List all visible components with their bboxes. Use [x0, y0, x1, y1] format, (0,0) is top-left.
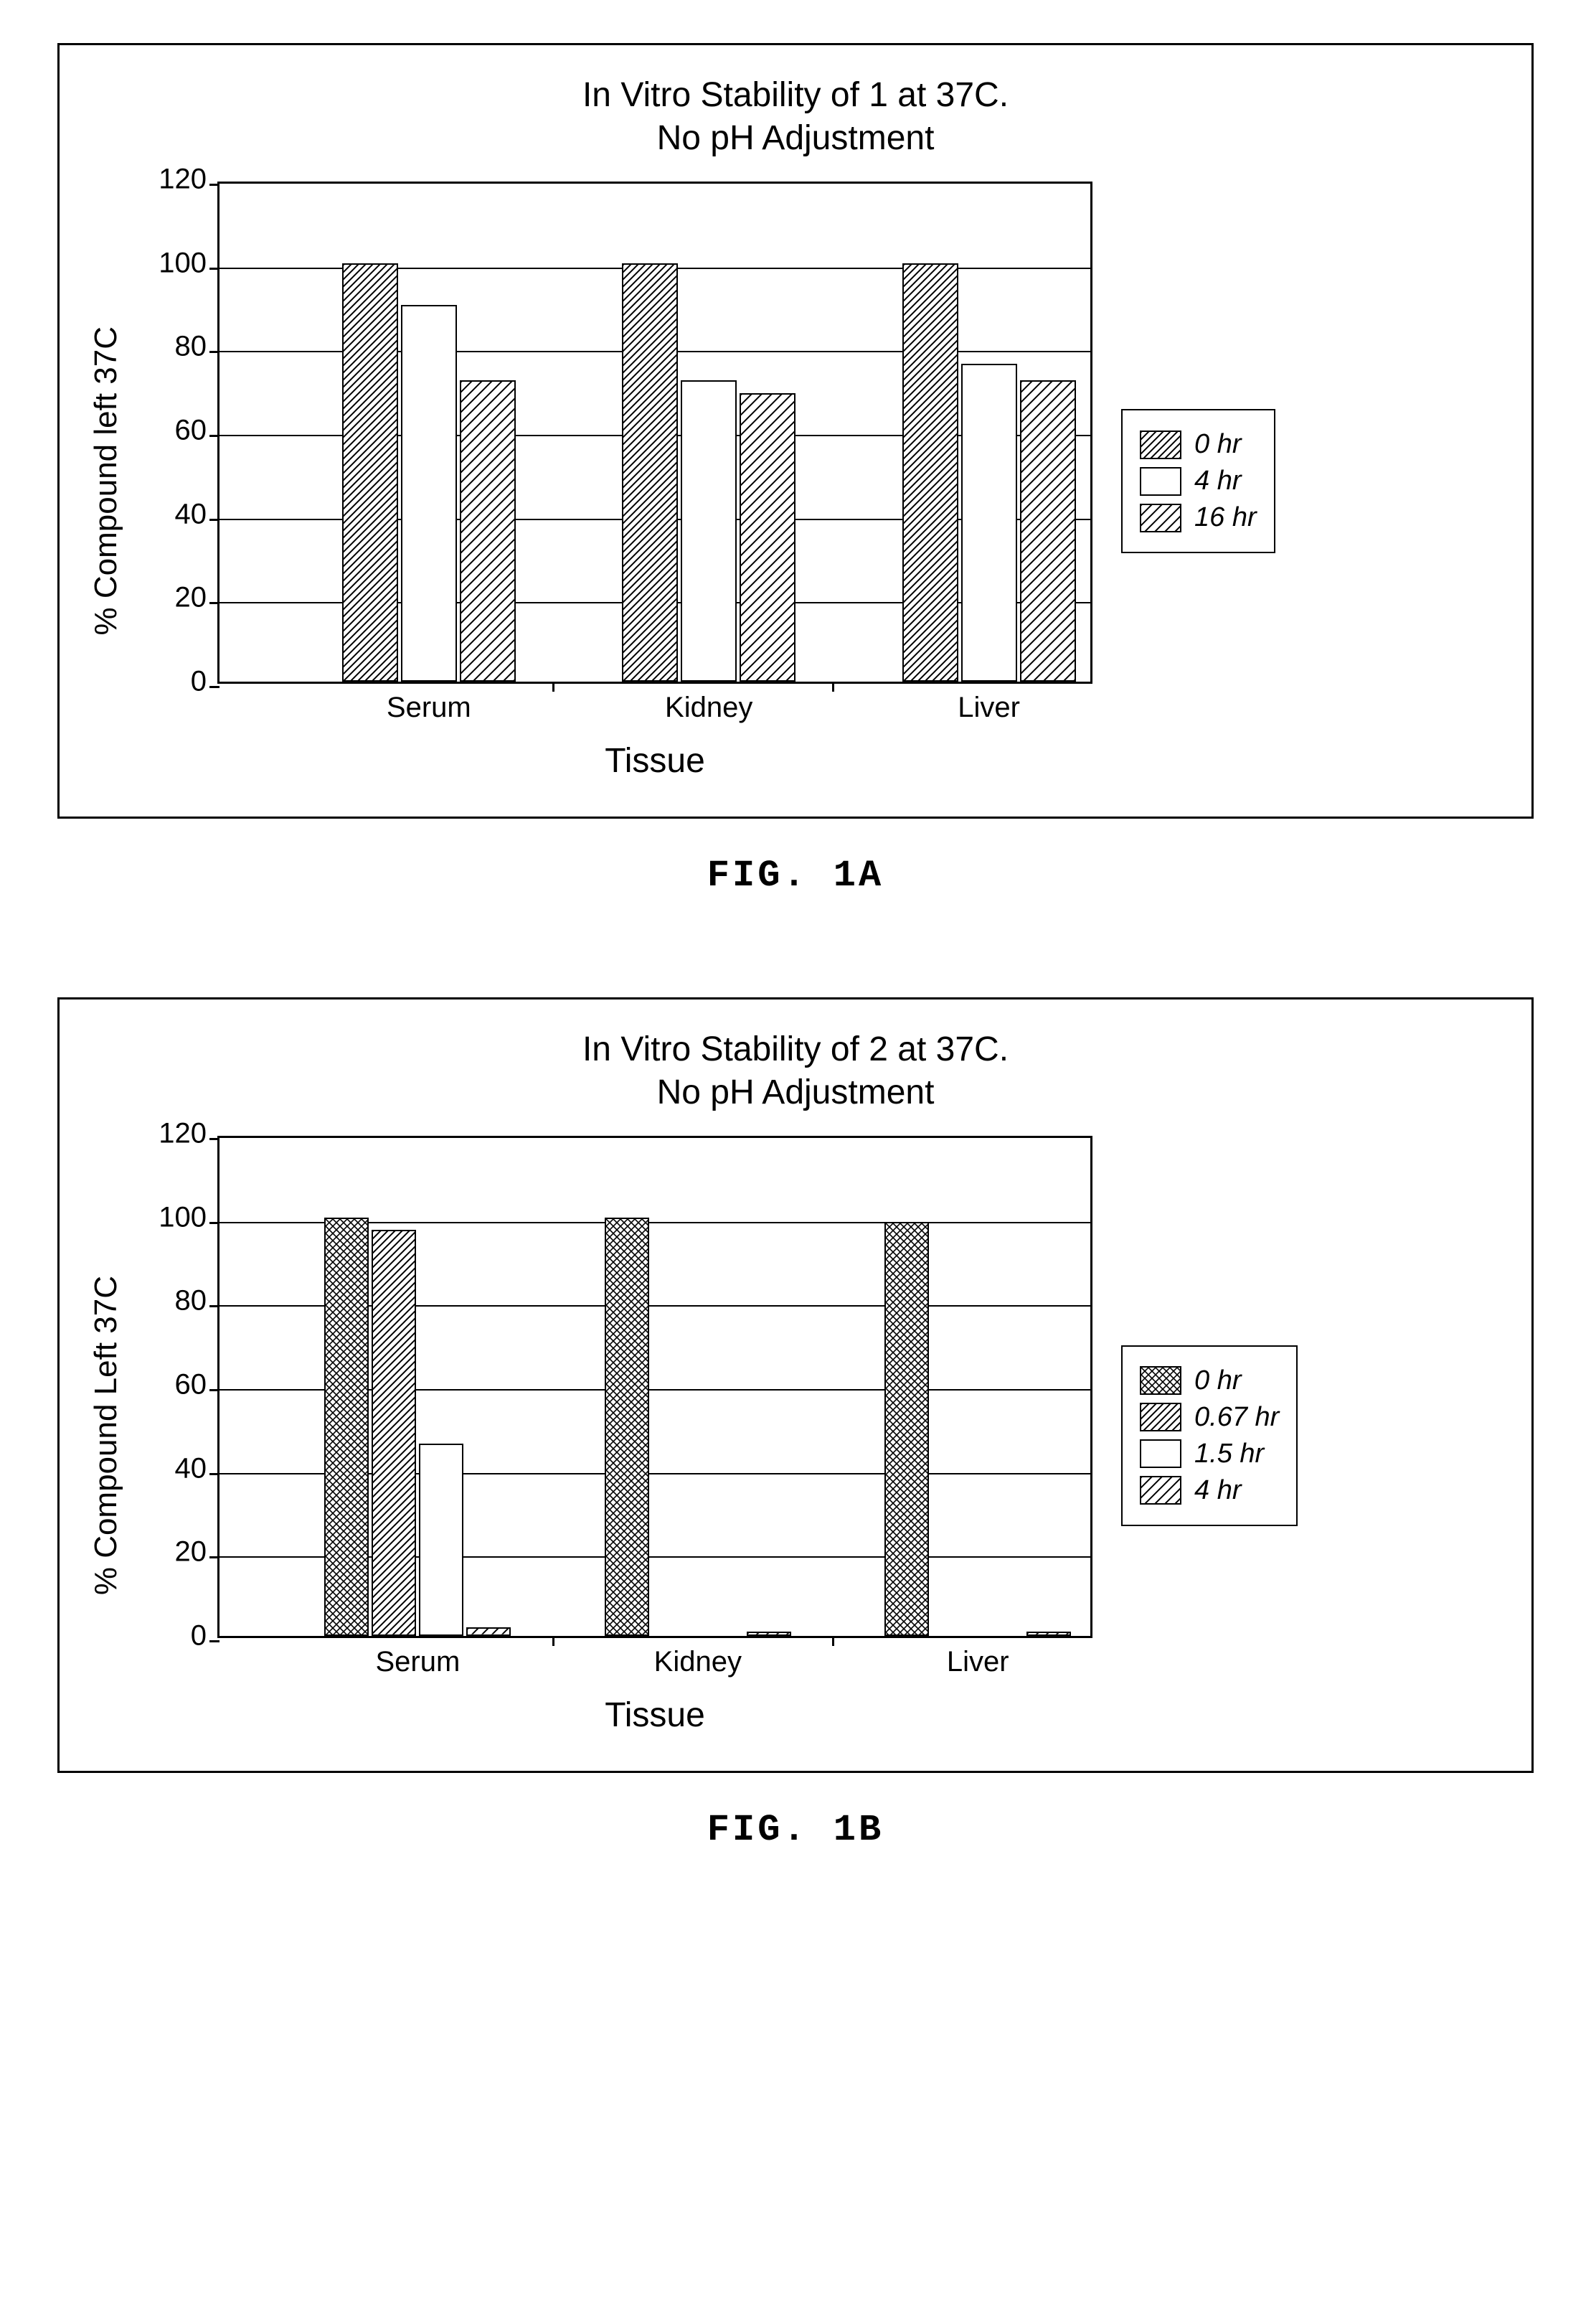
figure-1a: In Vitro Stability of 1 at 37C. No pH Ad…	[57, 43, 1534, 897]
bar-group	[342, 263, 516, 682]
ytick-label: 20	[175, 1536, 220, 1568]
bar	[372, 1230, 416, 1636]
title-line-2: No pH Adjustment	[657, 119, 935, 157]
ytick-label: 60	[175, 1369, 220, 1401]
legend-swatch	[1140, 467, 1181, 496]
bar	[961, 364, 1017, 682]
legend-swatch	[1140, 1366, 1181, 1395]
xtick-label: Serum	[375, 1636, 460, 1678]
ytick-label: 80	[175, 331, 220, 363]
bar	[342, 263, 398, 682]
bar	[1020, 380, 1076, 682]
bar-group	[324, 1218, 511, 1636]
title-line-1: In Vitro Stability of 1 at 37C.	[582, 76, 1009, 114]
ytick-label: 0	[191, 1620, 219, 1652]
ytick-label: 20	[175, 582, 220, 614]
legend-item: 4 hr	[1140, 466, 1257, 497]
bar	[740, 393, 796, 682]
bar	[681, 380, 737, 682]
legend-swatch	[1140, 1403, 1181, 1431]
figure-1a-title: In Vitro Stability of 1 at 37C. No pH Ad…	[88, 74, 1503, 160]
legend-item: 4 hr	[1140, 1475, 1279, 1506]
bar-group	[902, 263, 1076, 682]
ytick-label: 40	[175, 498, 220, 530]
ytick-label: 40	[175, 1452, 220, 1485]
bar	[466, 1627, 511, 1636]
xtick-mark	[552, 682, 554, 692]
figure-1b-legend: 0 hr 0.67 hr 1.5 hr 4 hr	[1121, 1345, 1298, 1526]
bar	[605, 1218, 649, 1636]
bar	[460, 380, 516, 682]
ytick-label: 60	[175, 415, 220, 447]
xtick-label: Kidney	[665, 682, 752, 724]
legend-item: 16 hr	[1140, 502, 1257, 533]
bars-layer	[219, 184, 1090, 682]
legend-label: 4 hr	[1194, 466, 1241, 497]
figure-1a-caption: FIG. 1A	[57, 855, 1534, 897]
figure-1a-legend: 0 hr 4 hr 16 hr	[1121, 409, 1275, 553]
figure-1a-panel: In Vitro Stability of 1 at 37C. No pH Ad…	[57, 43, 1534, 819]
figure-1a-chart-row: % Compound left 37C 020406080100120Serum…	[88, 182, 1503, 781]
legend-label: 0 hr	[1194, 1365, 1241, 1396]
legend-label: 4 hr	[1194, 1475, 1241, 1506]
figure-1b-title: In Vitro Stability of 2 at 37C. No pH Ad…	[88, 1028, 1503, 1114]
bar	[401, 305, 457, 682]
bar	[419, 1444, 463, 1636]
bar	[1026, 1632, 1071, 1636]
xtick-label: Liver	[947, 1636, 1009, 1678]
ytick-label: 0	[191, 666, 219, 698]
legend-item: 0 hr	[1140, 429, 1257, 460]
figure-1b-xlabel: Tissue	[217, 1695, 1092, 1735]
figure-1b-chart-row: % Compound Left 37C 020406080100120Serum…	[88, 1136, 1503, 1735]
figure-1b-ylabel: % Compound Left 37C	[88, 1276, 124, 1595]
figure-1a-plot-area: 020406080100120SerumKidneyLiver	[217, 182, 1092, 684]
legend-label: 0 hr	[1194, 429, 1241, 460]
legend-item: 0.67 hr	[1140, 1402, 1279, 1433]
bars-layer	[219, 1138, 1090, 1636]
xtick-label: Kidney	[654, 1636, 742, 1678]
ytick-label: 120	[159, 164, 219, 196]
legend-swatch	[1140, 1439, 1181, 1468]
figure-1b-caption: FIG. 1B	[57, 1809, 1534, 1851]
bar-group	[622, 263, 796, 682]
xtick-label: Liver	[958, 682, 1020, 724]
legend-label: 1.5 hr	[1194, 1439, 1264, 1469]
bar-group	[884, 1222, 1071, 1637]
bar-group	[605, 1218, 791, 1636]
figure-1a-plot-col: 020406080100120SerumKidneyLiver Tissue	[217, 182, 1092, 781]
ytick-label: 120	[159, 1118, 219, 1150]
ytick-label: 80	[175, 1285, 220, 1317]
legend-swatch	[1140, 504, 1181, 532]
bar	[324, 1218, 369, 1636]
figure-1b-plot-col: 020406080100120SerumKidneyLiver Tissue	[217, 1136, 1092, 1735]
xtick-mark	[832, 682, 834, 692]
xtick-mark	[552, 1636, 554, 1646]
xtick-label: Serum	[387, 682, 471, 724]
title-line-1: In Vitro Stability of 2 at 37C.	[582, 1030, 1009, 1068]
xtick-mark	[832, 1636, 834, 1646]
title-line-2: No pH Adjustment	[657, 1073, 935, 1111]
bar	[884, 1222, 929, 1637]
bar	[902, 263, 958, 682]
legend-label: 16 hr	[1194, 502, 1257, 533]
ytick-label: 100	[159, 247, 219, 279]
figure-1b-panel: In Vitro Stability of 2 at 37C. No pH Ad…	[57, 997, 1534, 1773]
bar	[622, 263, 678, 682]
figure-1a-ylabel: % Compound left 37C	[88, 326, 124, 635]
figure-1a-xlabel: Tissue	[217, 741, 1092, 781]
legend-item: 1.5 hr	[1140, 1439, 1279, 1469]
legend-label: 0.67 hr	[1194, 1402, 1279, 1433]
legend-swatch	[1140, 431, 1181, 459]
figure-1b-plot-area: 020406080100120SerumKidneyLiver	[217, 1136, 1092, 1638]
bar	[747, 1632, 791, 1636]
ytick-label: 100	[159, 1201, 219, 1233]
legend-item: 0 hr	[1140, 1365, 1279, 1396]
legend-swatch	[1140, 1476, 1181, 1505]
figure-1b: In Vitro Stability of 2 at 37C. No pH Ad…	[57, 997, 1534, 1851]
